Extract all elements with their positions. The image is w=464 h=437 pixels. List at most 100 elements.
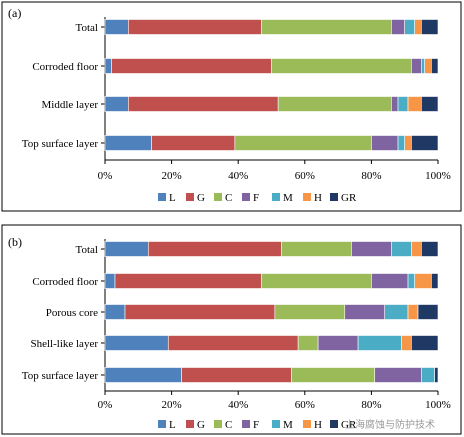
legend-swatch-g — [186, 420, 194, 428]
category-label: Middle layer — [41, 99, 98, 111]
bar-segment-l — [104, 135, 152, 151]
bar-segment-f — [344, 304, 386, 320]
legend-label-f: F — [253, 192, 259, 204]
category-label: Shell-like layer — [30, 338, 98, 350]
x-tick-label: 0% — [98, 399, 113, 411]
bar-segment-f — [411, 58, 422, 74]
bar-segment-c — [291, 367, 376, 383]
bar-segment-h — [407, 96, 422, 112]
bar-segment-c — [277, 96, 392, 112]
legend-swatch-f — [242, 193, 250, 201]
legend-swatch-m — [272, 420, 280, 428]
legend-label-gr: GR — [341, 419, 357, 431]
panel-b-label: (b) — [8, 235, 22, 249]
x-tick-label: 20% — [162, 399, 182, 411]
bar-segment-m — [421, 367, 435, 383]
bar-segment-m — [357, 335, 402, 351]
bar-segment-h — [411, 241, 422, 257]
legend-swatch-h — [303, 193, 311, 201]
bar-segment-h — [401, 335, 412, 351]
x-tick-label: 40% — [228, 170, 248, 182]
bar-segment-g — [147, 241, 282, 257]
bar-segment-f — [371, 135, 399, 151]
legend-label-m: M — [283, 419, 293, 431]
bar-segment-h — [424, 58, 432, 74]
x-tick-label: 80% — [361, 399, 381, 411]
legend-swatch-l — [158, 193, 166, 201]
bar-segment-l — [104, 96, 129, 112]
bar-segment-m — [384, 304, 409, 320]
category-label: Top surface layer — [22, 370, 99, 382]
legend-label-f: F — [253, 419, 259, 431]
watermark-text: 上海腐蚀与防护技术 — [345, 418, 435, 431]
bar-segment-gr — [417, 304, 439, 320]
bar-segment-f — [317, 335, 359, 351]
x-tick-label: 100% — [425, 170, 451, 182]
bar-segment-f — [391, 96, 399, 112]
legend-swatch-gr — [330, 420, 338, 428]
bar-segment-gr — [434, 367, 439, 383]
legend-label-gr: GR — [341, 192, 357, 204]
category-label: Porous core — [46, 307, 98, 319]
category-label: Corroded floor — [32, 276, 98, 288]
legend-label-g: G — [197, 192, 205, 204]
bar-segment-g — [167, 335, 299, 351]
bar-segment-gr — [431, 58, 439, 74]
bar-segment-m — [407, 273, 415, 289]
x-tick-label: 0% — [98, 170, 113, 182]
bar-segment-f — [374, 367, 422, 383]
bar-segment-l — [104, 304, 126, 320]
bar-segment-m — [391, 241, 412, 257]
x-tick-label: 40% — [228, 399, 248, 411]
legend-label-l: L — [169, 192, 176, 204]
panel-a-label: (a) — [8, 6, 21, 20]
legend-label-h: H — [314, 192, 322, 204]
bar-segment-c — [281, 241, 352, 257]
bar-segment-f — [371, 273, 409, 289]
bar-segment-m — [397, 96, 409, 112]
x-tick-label: 100% — [425, 399, 451, 411]
legend-label-m: M — [283, 192, 293, 204]
bar-segment-f — [391, 19, 406, 35]
bar-segment-m — [421, 58, 425, 74]
legend-label-h: H — [314, 419, 322, 431]
bar-segment-m — [404, 19, 415, 35]
bar-segment-c — [261, 273, 372, 289]
bar-segment-c — [297, 335, 319, 351]
bar-segment-c — [234, 135, 372, 151]
legend-swatch-g — [186, 193, 194, 201]
legend-swatch-f — [242, 420, 250, 428]
bar-segment-c — [274, 304, 346, 320]
bar-segment-g — [124, 304, 276, 320]
legend-swatch-gr — [330, 193, 338, 201]
bar-segment-h — [414, 19, 422, 35]
legend-swatch-h — [303, 420, 311, 428]
category-label: Top surface layer — [22, 138, 99, 150]
bar-segment-gr — [421, 96, 439, 112]
bar-segment-l — [104, 273, 116, 289]
legend-swatch-l — [158, 420, 166, 428]
bar-segment-h — [407, 304, 419, 320]
legend-swatch-c — [214, 193, 222, 201]
bar-segment-m — [397, 135, 406, 151]
panel-b-frame — [1, 224, 462, 435]
stacked-bar-chart-a: 0% 20% 40% 60% 80% 100% Total Corroded floor Mid… — [22, 17, 451, 204]
bar-segment-g — [181, 367, 292, 383]
category-label: Total — [76, 22, 98, 34]
bar-segment-g — [128, 96, 279, 112]
bar-segment-l — [104, 19, 129, 35]
bar-segment-g — [151, 135, 236, 151]
bar-segment-l — [104, 58, 112, 74]
bar-segment-g — [128, 19, 262, 35]
bar-segment-l — [104, 241, 149, 257]
x-tick-label: 80% — [361, 170, 381, 182]
bar-segment-l — [104, 367, 182, 383]
bar-segment-c — [271, 58, 412, 74]
category-label: Total — [76, 244, 98, 256]
bar-segment-gr — [411, 335, 439, 351]
bar-segment-g — [114, 273, 262, 289]
bar-segment-h — [404, 135, 412, 151]
stacked-bar-chart-b: 0% 20% 40% 60% 80% 100% Total Corroded floor Por… — [22, 239, 451, 431]
bar-segment-h — [414, 273, 432, 289]
